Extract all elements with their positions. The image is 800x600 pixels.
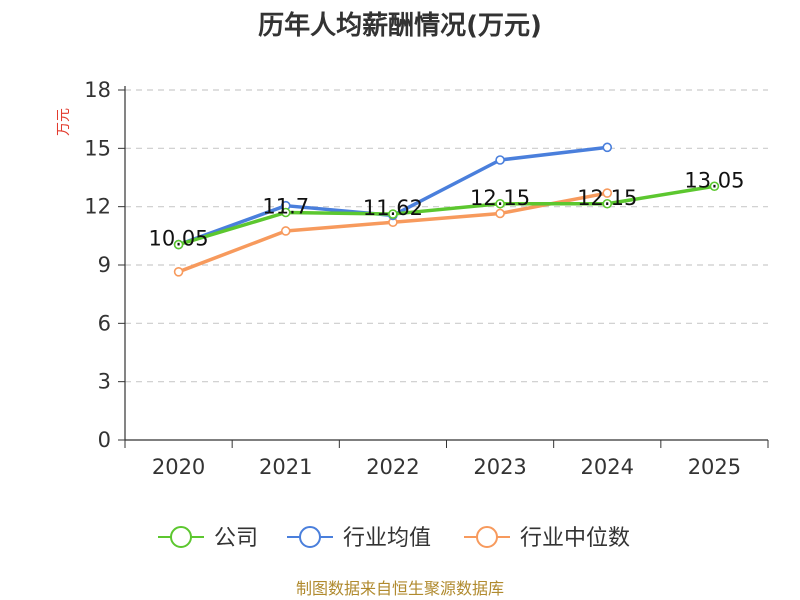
series-line-0 <box>176 184 717 247</box>
data-point <box>173 267 184 277</box>
legend-item-label[interactable]: 行业中位数 <box>520 526 630 551</box>
x-tick-label: 2025 <box>688 455 741 479</box>
grid-lines <box>125 89 768 383</box>
data-point <box>602 198 613 209</box>
y-axis-ticks: 0 3 6 9 12 15 18 <box>84 78 125 452</box>
legend[interactable]: 公司 行业均值 行业中位数 <box>158 526 630 551</box>
source-note: 制图数据来自恒生聚源数据库 <box>296 579 504 598</box>
data-point <box>495 155 505 165</box>
x-tick-label: 2020 <box>152 455 205 479</box>
data-label: 11.62 <box>363 196 423 220</box>
chart-title: 历年人均薪酬情况(万元) <box>258 10 542 41</box>
y-tick-label: 15 <box>84 136 111 160</box>
legend-item-label[interactable]: 行业均值 <box>343 526 431 551</box>
data-point <box>602 188 613 198</box>
data-point <box>280 226 291 236</box>
y-axis-label: 万元 <box>56 108 72 136</box>
data-label: 10.05 <box>149 227 209 251</box>
x-tick-label: 2024 <box>581 455 634 479</box>
y-tick-label: 9 <box>98 253 111 277</box>
y-tick-label: 12 <box>84 195 111 219</box>
data-point <box>388 209 398 219</box>
x-tick-label: 2021 <box>259 455 312 479</box>
x-axis-ticks: 2020 2021 2022 2023 2024 2025 <box>124 440 769 479</box>
y-tick-label: 18 <box>84 78 111 102</box>
y-tick-label: 6 <box>98 311 111 335</box>
series-layer <box>173 142 720 277</box>
x-tick-label: 2023 <box>473 455 526 479</box>
legend-swatch-marker[interactable] <box>476 526 498 548</box>
data-point <box>495 208 505 219</box>
data-label: 12.15 <box>577 186 637 210</box>
x-tick-label: 2022 <box>366 455 419 479</box>
axes <box>124 86 768 441</box>
y-tick-label: 0 <box>98 428 111 452</box>
legend-item-label[interactable]: 公司 <box>214 526 258 551</box>
data-point <box>709 181 720 192</box>
y-tick-label: 3 <box>98 370 111 394</box>
data-label: 12.15 <box>470 186 530 210</box>
data-label: 13.05 <box>684 168 744 192</box>
data-point <box>173 239 184 250</box>
legend-swatch-marker[interactable] <box>299 526 321 548</box>
data-point <box>602 142 613 153</box>
data-labels: 10.05 11.7 11.62 12.15 12.15 13.05 <box>149 168 745 250</box>
data-label: 11.7 <box>262 195 309 219</box>
legend-swatch-marker[interactable] <box>170 526 192 548</box>
data-point <box>495 198 505 209</box>
data-point <box>280 207 291 218</box>
